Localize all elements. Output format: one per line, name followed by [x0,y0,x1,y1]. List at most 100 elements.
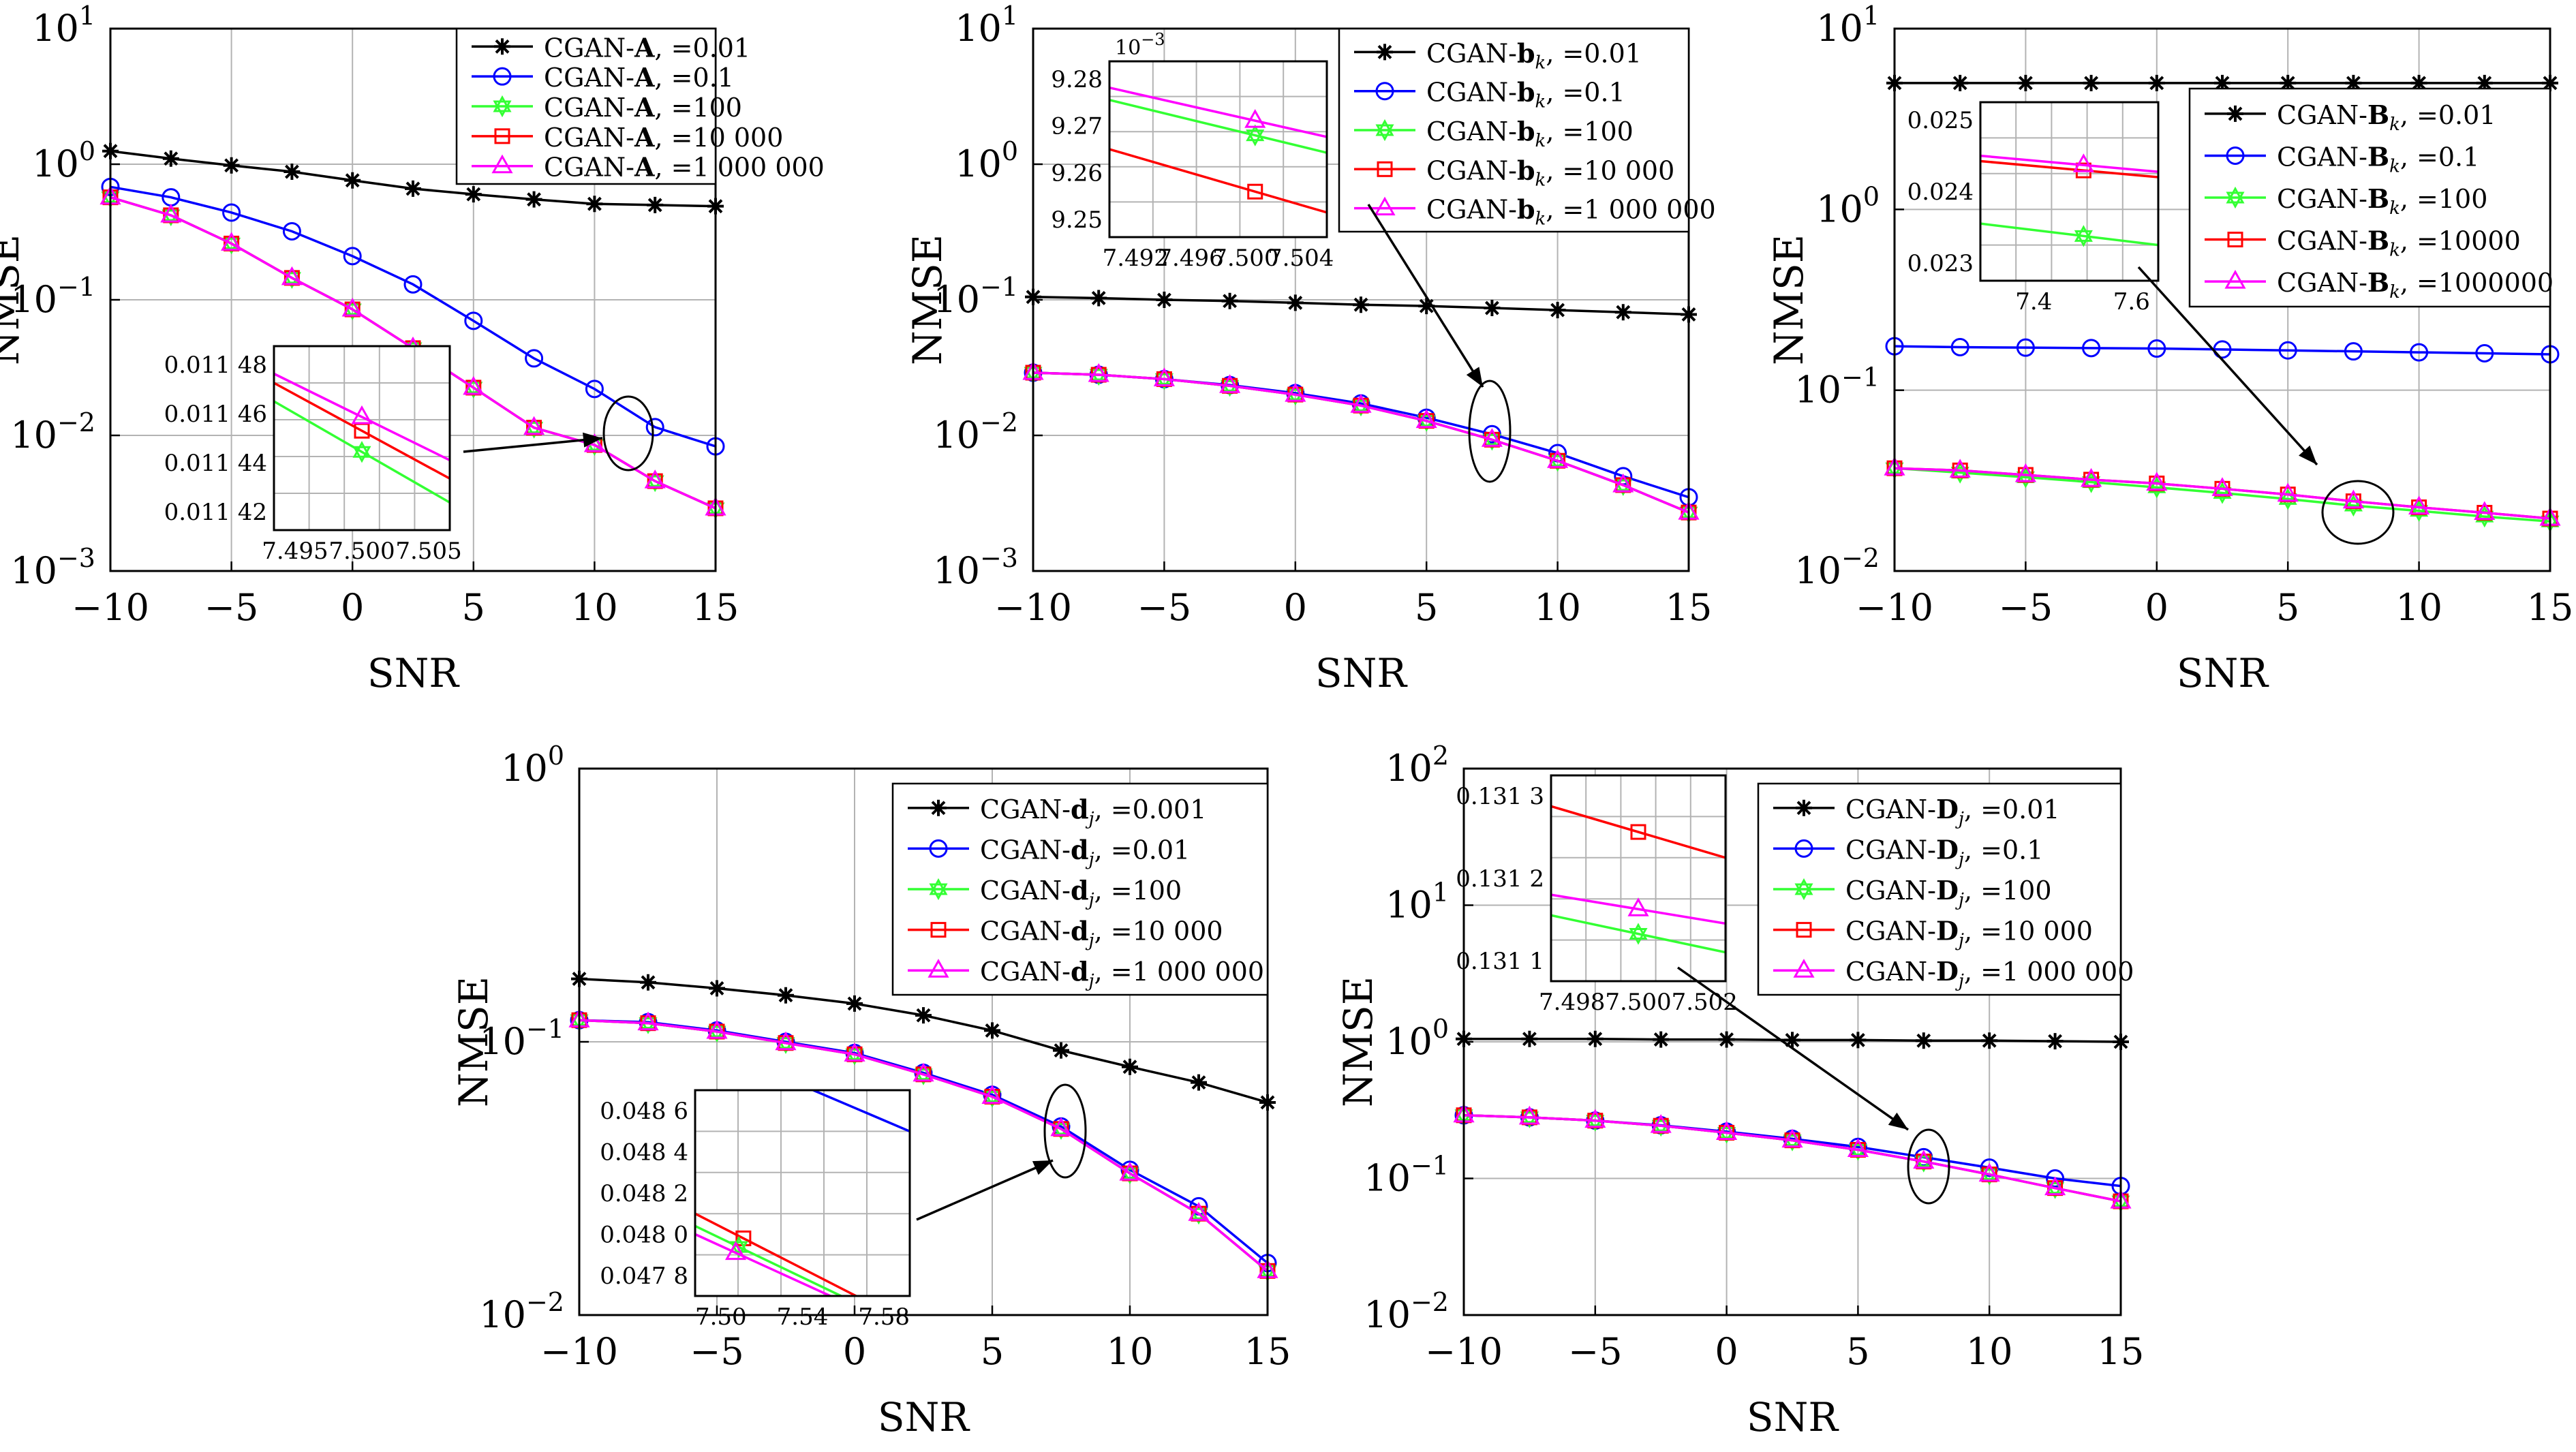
data-marker [2475,344,2494,363]
x-tick-label: −5 [1999,586,2053,629]
legend-suffix: , =0.01 [2400,100,2496,130]
data-marker [644,469,666,489]
legend-prefix: CGAN- [1845,916,1936,946]
legend-suffix: , =1 000 000 [1094,957,1264,987]
series-line-2 [1032,371,1689,514]
data-marker [1784,1032,1800,1049]
data-marker [2410,343,2429,362]
inset-y-tick-label: 0.048 4 [600,1139,688,1167]
legend-suffix: , =10 000 [654,123,783,153]
inset-lines [274,372,450,504]
legend-marker [2226,146,2245,165]
x-tick-label: −10 [994,586,1072,629]
y-tick-label: 10−2 [10,407,95,457]
y-tick-label: 101 [955,1,1018,50]
y-tick-label: 100 [955,136,1018,185]
legend-suffix: , =100 [654,93,742,123]
y-tick-exp: 1 [1002,1,1018,31]
data-marker [1586,1030,1604,1047]
legend-suffix: , =0.01 [654,33,750,63]
y-tick-label: 100 [501,741,564,790]
inset-series-line [1109,86,1327,138]
legend-marker [2227,105,2243,122]
x-tick-label: 15 [1244,1330,1291,1373]
legend-suffix: , =0.01 [1964,794,2060,824]
zoom-arrow-line [1367,204,1484,388]
legend-suffix: , =100 [1964,876,2052,906]
inset-y-tick-label: 0.131 2 [1456,865,1544,893]
inset-multiplier-base: 10 [1115,36,1141,60]
y-tick-label: 100 [32,136,95,185]
legend-prefix: CGAN- [1426,38,1517,68]
legend-entry: CGAN-A, =0.01 [544,32,750,63]
legend-marker [929,878,948,901]
data-marker [775,1031,797,1051]
legend-bold: A [634,62,655,93]
inset-y-tick-label: 0.023 [1907,250,1974,277]
inset-series-line [274,382,450,480]
legend-entry: CGAN-A, =100 [544,92,742,123]
y-tick-label: 10−1 [1794,362,1880,412]
x-tick-label: 0 [1715,1330,1738,1373]
inset-y-tick-label: 0.011 48 [164,352,267,379]
inset-x-tick-label: 7.498 [1539,989,1605,1016]
legend-entry: CGAN-bk, =10 000 [1426,155,1674,190]
data-marker [1952,74,1969,91]
inset-y-tick-label: 0.047 8 [600,1263,688,1290]
data-marker [1547,449,1569,468]
y-tick-exp: −2 [526,1287,564,1317]
data-marker [1716,1121,1738,1140]
data-marker [647,196,664,213]
series-line-4 [579,1019,1269,1272]
legend-suffix: , =0.01 [1094,835,1191,865]
legend-prefix: CGAN- [1426,78,1517,108]
y-tick-exp: 1 [79,1,95,31]
legend-bold: b [1517,116,1535,146]
y-tick-exp: −3 [57,543,95,573]
legend-prefix: CGAN- [1845,957,1936,987]
legend-prefix: CGAN- [1845,876,1936,906]
x-tick-label: 0 [1284,586,1307,629]
data-marker [1650,1114,1672,1133]
legend-suffix: , =10 000 [1094,916,1223,946]
legend-bold: D [1936,834,1959,865]
y-tick-base: 10 [10,414,57,457]
inset-y-tick-label: 0.048 6 [600,1098,688,1125]
data-marker [2081,467,2102,487]
legend-prefix: CGAN- [544,123,634,153]
y-tick-exp: 0 [1863,181,1880,211]
data-marker [281,266,303,285]
legend-entry: CGAN-bk, =0.01 [1426,37,1642,73]
legend-prefix: CGAN- [1426,155,1517,185]
data-marker [2474,501,2496,521]
legend-prefix: CGAN- [544,93,634,123]
legend-marker [929,839,948,858]
x-tick-label: 10 [1107,1330,1154,1373]
legend-entry: CGAN-Dj, =10 000 [1845,916,2093,951]
inset-x-tick-label: 7.500 [1605,989,1671,1016]
inset-x-tick-label: 7.58 [858,1303,910,1331]
y-tick-label: 10−2 [1794,543,1880,592]
inset-y-tick-label: 9.26 [1051,159,1103,187]
x-axis-label: SNR [367,650,460,696]
zoom-inset: 7.50 7.54 7.58 0.048 6 0.048 4 0.048 2 0.048 0… [600,1089,911,1331]
data-marker [2146,472,2168,491]
y-tick-exp: −1 [980,272,1018,302]
legend-marker [930,922,947,938]
y-tick-exp: 0 [79,136,95,166]
data-marker [1122,1058,1138,1075]
inset-x-tick-label: 7.505 [395,538,461,565]
inset-series-line [1980,154,2158,173]
x-axis-label: SNR [1315,650,1408,696]
legend-marker [930,799,947,816]
y-tick-base: 10 [933,549,980,592]
legend-bold: B [2367,226,2389,256]
y-axis-label: NMSE [1335,976,1381,1107]
y-tick-base: 10 [10,549,57,592]
legend-entry: CGAN-dj, =100 [980,875,1182,910]
y-tick-base: 10 [1385,1020,1432,1063]
legend-marker [494,128,510,144]
inset-y-tick-label: 0.024 [1907,179,1974,206]
y-tick-base: 10 [933,278,980,321]
